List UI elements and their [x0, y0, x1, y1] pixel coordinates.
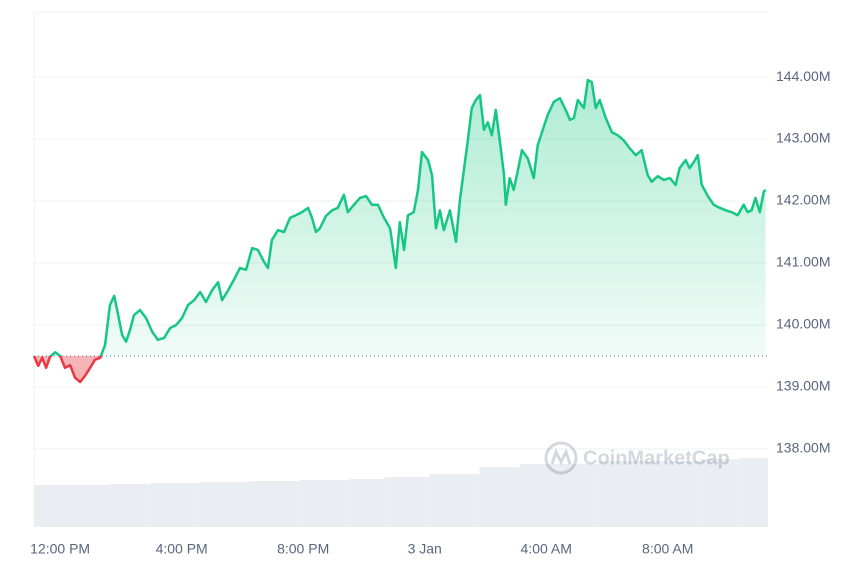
volume-bar [429, 474, 480, 527]
y-tick-label: 138.00M [776, 440, 830, 456]
volume-bar [519, 464, 600, 527]
volume-bar [34, 485, 110, 527]
y-tick-label: 139.00M [776, 378, 830, 394]
volume-bar [250, 481, 300, 527]
y-tick-label: 141.00M [776, 254, 830, 270]
x-tick-label: 3 Jan [408, 541, 442, 557]
x-tick-label: 8:00 AM [642, 541, 693, 557]
volume-bar [384, 477, 430, 527]
x-tick-label: 4:00 AM [521, 541, 572, 557]
volume-bar [349, 479, 385, 527]
volume-bar [199, 482, 251, 527]
line-above [33, 78, 767, 356]
volume-bar [599, 461, 700, 527]
volume-bar [109, 484, 151, 527]
y-tick-label: 144.00M [776, 68, 830, 84]
area-above [34, 80, 766, 356]
x-tick-label: 8:00 PM [277, 541, 329, 557]
x-tick-label: 12:00 PM [30, 541, 90, 557]
y-tick-label: 140.00M [776, 316, 830, 332]
volume-bar [479, 467, 520, 527]
watermark-text: CoinMarketCap [583, 447, 730, 469]
volume-bar [739, 458, 768, 527]
x-tick-label: 4:00 PM [156, 541, 208, 557]
watermark: CoinMarketCap [544, 441, 730, 475]
y-tick-label: 143.00M [776, 130, 830, 146]
y-tick-label: 142.00M [776, 192, 830, 208]
volume-bar [299, 480, 350, 527]
volume-bar [699, 459, 740, 527]
volume-bar [150, 483, 200, 527]
